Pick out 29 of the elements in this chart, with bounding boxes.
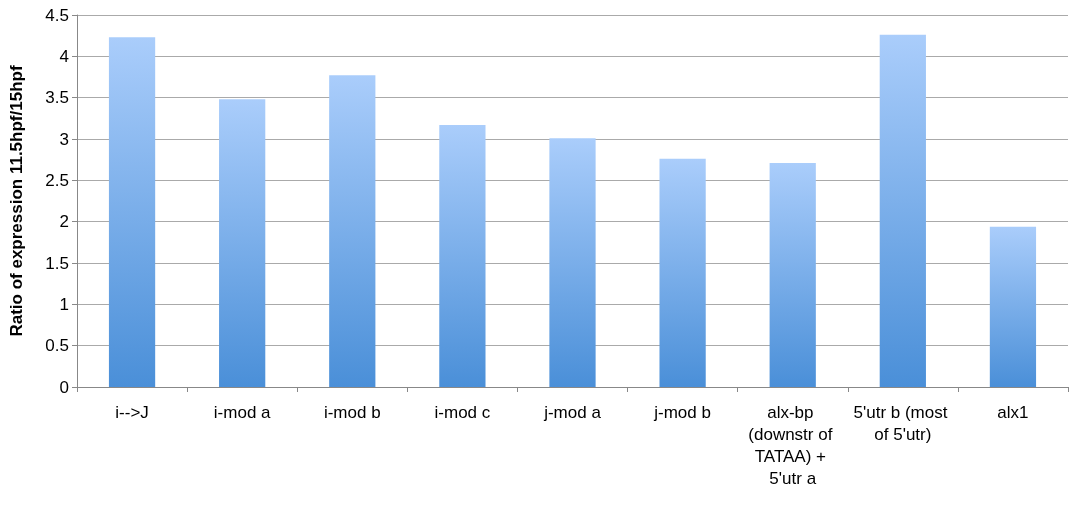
y-tick-label: 0 [59,377,69,397]
y-axis-title: Ratio of expression 11.5hpf/15hpf [7,65,26,337]
y-tick-label: 4.5 [45,5,69,25]
y-tick-label: 2.5 [45,170,69,190]
x-tick-label: alx1 [997,402,1029,422]
x-tick-label: alx-bp (downstr of TATAA) + 5'utr a [748,402,838,488]
bar [219,99,266,387]
y-tick-label: 2 [59,212,69,232]
bar [879,34,926,387]
x-tick-label: j-mod a [543,402,602,422]
x-tick-label: i-mod b [323,402,381,422]
bar [769,162,816,387]
bar [439,124,486,387]
x-tick-label: i-->J [115,402,149,422]
y-tick-label: 3 [59,129,69,149]
bar [549,138,596,387]
y-tick-label: 0.5 [45,336,69,356]
bar [989,226,1037,387]
y-tick-label: 3.5 [45,88,69,108]
y-tick-label: 4 [59,46,69,66]
x-tick-label: 5'utr b (most of 5'utr) [853,402,953,444]
x-tick-label: i-mod c [434,402,491,422]
bar [108,37,156,387]
x-tick-label: j-mod b [653,402,711,422]
bar [329,75,376,387]
bar [659,158,706,387]
y-tick-label: 1 [59,294,69,314]
y-tick-label: 1.5 [45,253,69,273]
x-tick-label: i-mod a [213,402,272,422]
